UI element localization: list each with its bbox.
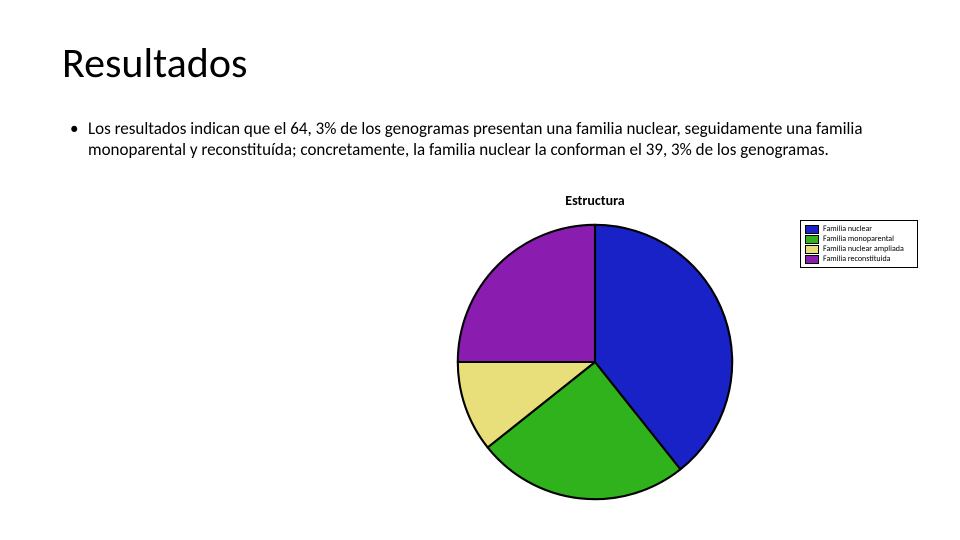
- legend-item: Familia reconstituida: [805, 254, 913, 264]
- slide-title: Resultados: [62, 38, 247, 89]
- bullet-block: • Los resultados indican que el 64, 3% d…: [70, 118, 900, 161]
- estructura-chart: Estructura Familia nuclearFamilia monopa…: [400, 192, 920, 522]
- bullet-marker: •: [70, 118, 88, 161]
- legend-swatch: [805, 245, 819, 254]
- pie-slice: [458, 225, 595, 362]
- chart-legend: Familia nuclearFamilia monoparentalFamil…: [800, 220, 918, 268]
- chart-title: Estructura: [400, 192, 790, 209]
- legend-swatch: [805, 255, 819, 264]
- legend-swatch: [805, 235, 819, 244]
- legend-item: Familia nuclear: [805, 224, 913, 234]
- bullet-text: Los resultados indican que el 64, 3% de …: [88, 118, 900, 161]
- legend-label: Familia monoparental: [823, 234, 894, 244]
- legend-label: Familia reconstituida: [823, 254, 890, 264]
- bullet-item: • Los resultados indican que el 64, 3% d…: [70, 118, 900, 161]
- legend-item: Familia monoparental: [805, 234, 913, 244]
- pie-chart: [455, 222, 735, 502]
- slide: Resultados • Los resultados indican que …: [0, 0, 960, 540]
- pie-svg: [455, 222, 735, 502]
- legend-label: Familia nuclear ampliada: [823, 244, 904, 254]
- legend-label: Familia nuclear: [823, 224, 872, 234]
- legend-item: Familia nuclear ampliada: [805, 244, 913, 254]
- legend-swatch: [805, 225, 819, 234]
